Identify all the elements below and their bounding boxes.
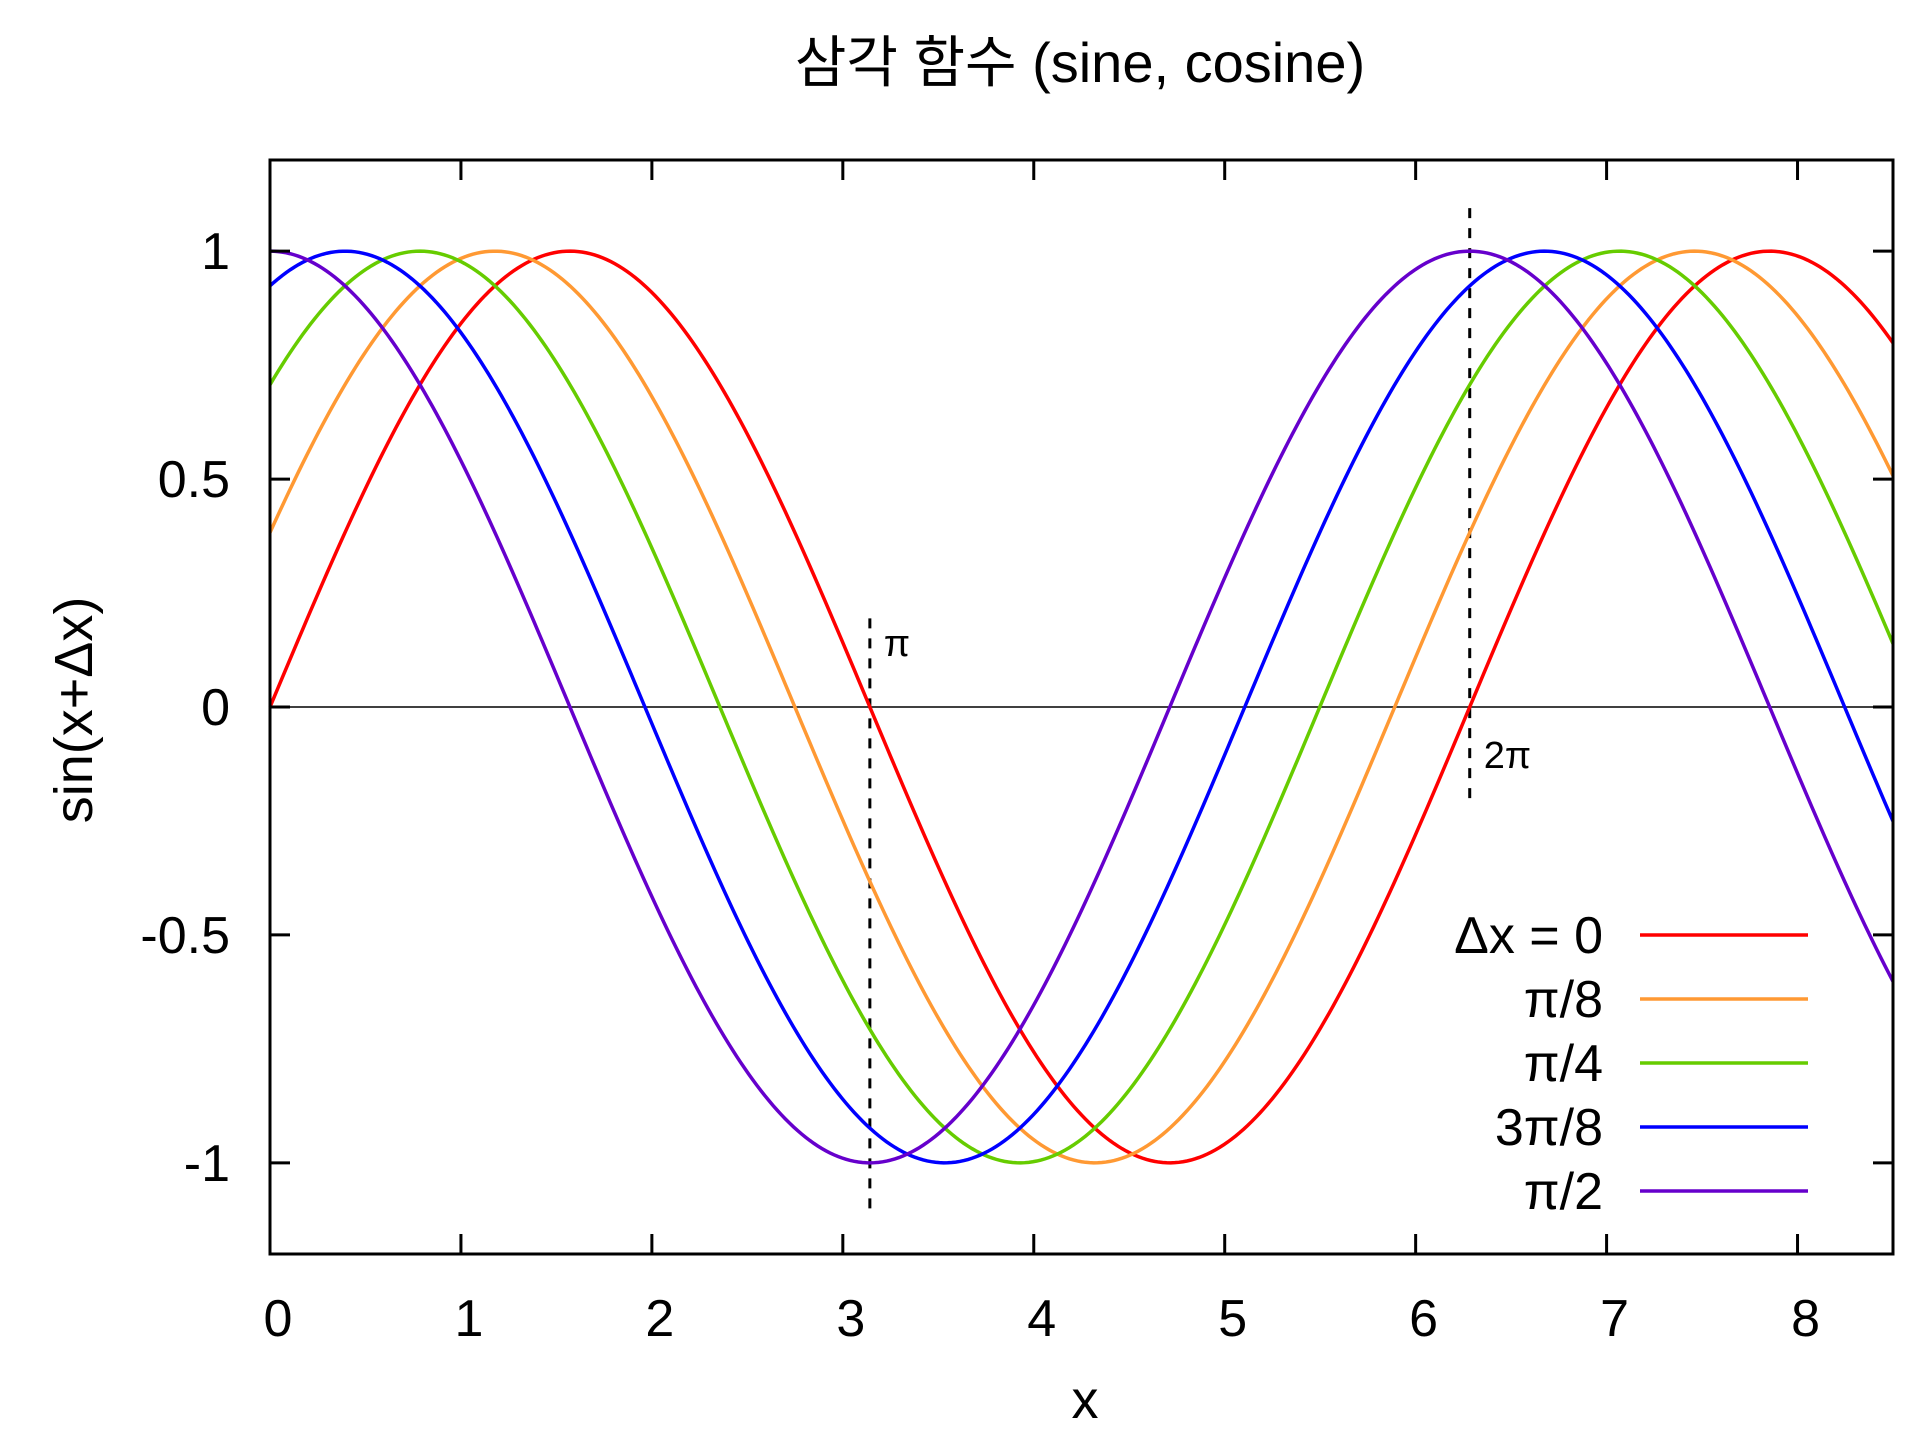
- y-tick-label: -1: [184, 1135, 230, 1193]
- x-tick-label: 8: [1791, 1290, 1820, 1348]
- x-axis-label: x: [1072, 1370, 1099, 1430]
- legend-label-5: π/2: [1524, 1163, 1603, 1221]
- x-tick-label: 4: [1027, 1290, 1056, 1348]
- series-line-1: [268, 249, 1895, 1165]
- x-tick-label: 1: [454, 1290, 483, 1348]
- series-line-2: [268, 249, 1895, 1165]
- legend-label-4: 3π/8: [1495, 1099, 1603, 1157]
- plot-area: π 2π 0 1 2 3 4 5 6 7 8 1 0.5 0 -0.5 -1: [140, 158, 1895, 1348]
- y-tick-label: 0: [201, 679, 230, 737]
- x-tick-label: 6: [1409, 1290, 1438, 1348]
- x-tick-label: 7: [1600, 1290, 1629, 1348]
- x-tick-label: 2: [645, 1290, 674, 1348]
- y-tick-label: -0.5: [140, 907, 230, 965]
- x-tick-label: 0: [264, 1290, 293, 1348]
- y-axis-label: sin(x+Δx): [44, 597, 104, 824]
- legend-label-1: Δx = 0: [1454, 907, 1603, 965]
- reference-label-1: π: [884, 623, 910, 665]
- legend: Δx = 0 π/8 π/4 3π/8 π/2: [1454, 907, 1808, 1221]
- x-tick-label: 3: [836, 1290, 865, 1348]
- reference-label-2: 2π: [1484, 735, 1531, 777]
- series-line-4: [268, 249, 1895, 1165]
- y-tick-label: 1: [201, 223, 230, 281]
- series-line-3: [268, 249, 1895, 1165]
- legend-label-2: π/8: [1524, 971, 1603, 1029]
- chart-title: 삼각 함수 (sine, cosine): [795, 31, 1365, 94]
- legend-label-3: π/4: [1524, 1035, 1603, 1093]
- x-tick-label: 5: [1218, 1290, 1247, 1348]
- y-tick-label: 0.5: [158, 451, 230, 509]
- series-line-5: [269, 249, 1895, 1165]
